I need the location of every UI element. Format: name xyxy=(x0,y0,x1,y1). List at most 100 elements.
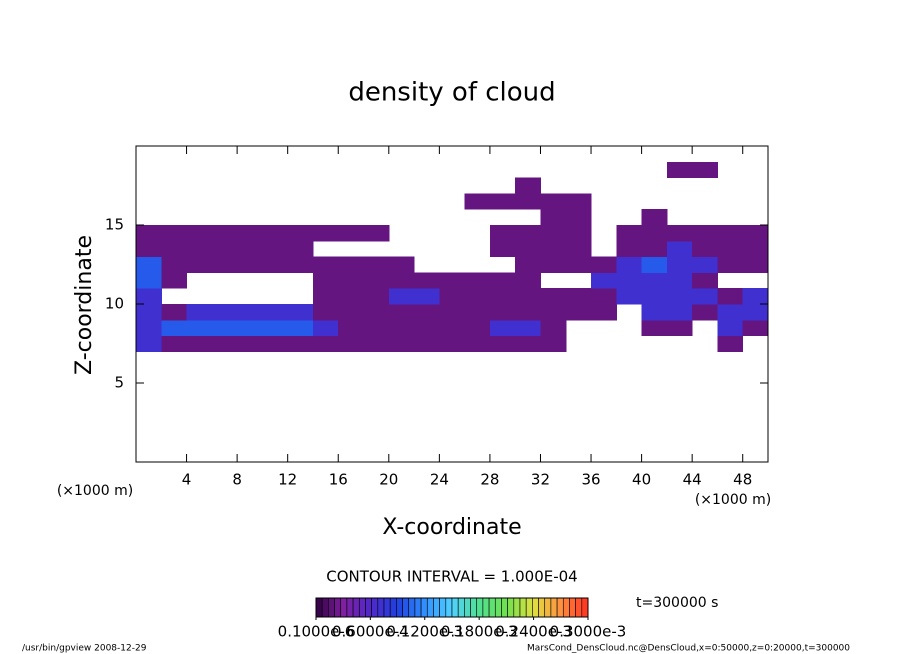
cell xyxy=(312,225,339,242)
cell xyxy=(363,304,390,321)
cell xyxy=(211,319,238,337)
cell xyxy=(186,225,213,242)
cell xyxy=(742,319,769,337)
colorbar-segment xyxy=(371,597,379,618)
cell xyxy=(312,272,339,289)
cell xyxy=(439,319,466,337)
cell xyxy=(515,177,541,194)
colorbar-segment xyxy=(482,597,490,618)
colorbar-segment xyxy=(525,597,533,618)
colorbar-segment xyxy=(476,597,484,618)
cell xyxy=(338,319,365,337)
colorbar-segment xyxy=(334,597,342,618)
cell xyxy=(161,319,188,337)
cell xyxy=(338,225,365,242)
cell xyxy=(489,304,516,321)
cell xyxy=(237,240,263,258)
cell xyxy=(591,304,617,321)
colorbar-segment xyxy=(439,597,447,618)
x-tick-label: 28 xyxy=(480,471,499,489)
cell xyxy=(237,319,263,337)
cell xyxy=(489,288,516,305)
colorbar-segment xyxy=(346,597,354,618)
cell xyxy=(692,272,718,289)
chart-title: density of cloud xyxy=(348,78,555,108)
cell xyxy=(262,225,289,242)
x-axis-label: X-coordinate xyxy=(382,515,521,540)
cell xyxy=(211,335,238,352)
cell xyxy=(565,209,592,226)
cell xyxy=(464,335,491,352)
cell xyxy=(287,240,314,258)
colorbar-segment xyxy=(544,597,552,618)
colorbar-segment xyxy=(445,597,453,618)
cell xyxy=(489,272,516,289)
cell xyxy=(666,256,693,273)
cell xyxy=(692,288,718,305)
cell xyxy=(641,256,668,273)
colorbar-segment xyxy=(414,597,422,618)
cell xyxy=(186,304,213,321)
cell xyxy=(161,256,188,273)
colorbar-segment xyxy=(383,597,391,618)
x-tick-label: 20 xyxy=(379,471,398,489)
cell xyxy=(439,288,466,305)
cell xyxy=(388,335,415,352)
cell xyxy=(363,335,390,352)
cell xyxy=(262,319,289,337)
x-tick-label: 40 xyxy=(632,471,651,489)
cell xyxy=(666,225,693,242)
cell xyxy=(666,304,693,321)
cell xyxy=(742,256,769,273)
colorbar-segment xyxy=(402,597,410,618)
colorbar-segment xyxy=(538,597,546,618)
cell xyxy=(363,256,390,273)
cell xyxy=(338,288,365,305)
cell xyxy=(312,319,339,337)
cell xyxy=(692,161,718,179)
cell xyxy=(136,256,162,273)
cell xyxy=(388,319,415,337)
cell xyxy=(515,288,541,305)
cell xyxy=(540,335,567,352)
colorbar-segment xyxy=(321,597,329,618)
cell xyxy=(565,225,592,242)
colorbar-segment xyxy=(532,597,539,618)
y-axis-label: Z-coordinate xyxy=(72,235,97,375)
cell xyxy=(666,288,693,305)
cell xyxy=(666,319,693,337)
cell xyxy=(237,304,263,321)
x-tick-label: 16 xyxy=(329,471,348,489)
colorbar-segment xyxy=(513,597,521,618)
colorbar-segment xyxy=(352,597,360,618)
cell xyxy=(287,256,314,273)
colorbar-segment xyxy=(451,597,459,618)
time-label: t=300000 s xyxy=(636,595,718,611)
cell xyxy=(540,304,567,321)
cell xyxy=(616,240,643,258)
cell xyxy=(363,225,390,242)
cell xyxy=(414,319,440,337)
cell xyxy=(591,272,617,289)
cell xyxy=(287,304,314,321)
colorbar-segment xyxy=(358,597,366,618)
cell xyxy=(363,288,390,305)
cell xyxy=(388,272,415,289)
cell xyxy=(641,272,668,289)
cell xyxy=(515,240,541,258)
cell xyxy=(136,240,162,258)
cell xyxy=(211,256,238,273)
cell xyxy=(717,256,744,273)
cell xyxy=(388,288,415,305)
cell xyxy=(414,304,440,321)
cell xyxy=(540,193,567,210)
x-tick-label: 44 xyxy=(683,471,702,489)
cell xyxy=(540,209,567,226)
cell xyxy=(414,335,440,352)
colorbar: 0.1000e-60.6000e-40.1200e-30.1800e-30.24… xyxy=(278,597,626,641)
cell xyxy=(742,304,769,321)
cell xyxy=(161,304,188,321)
colorbar-tick-label: 0.1800e-3 xyxy=(441,623,518,641)
cell xyxy=(161,225,188,242)
colorbar-segment xyxy=(396,597,403,618)
